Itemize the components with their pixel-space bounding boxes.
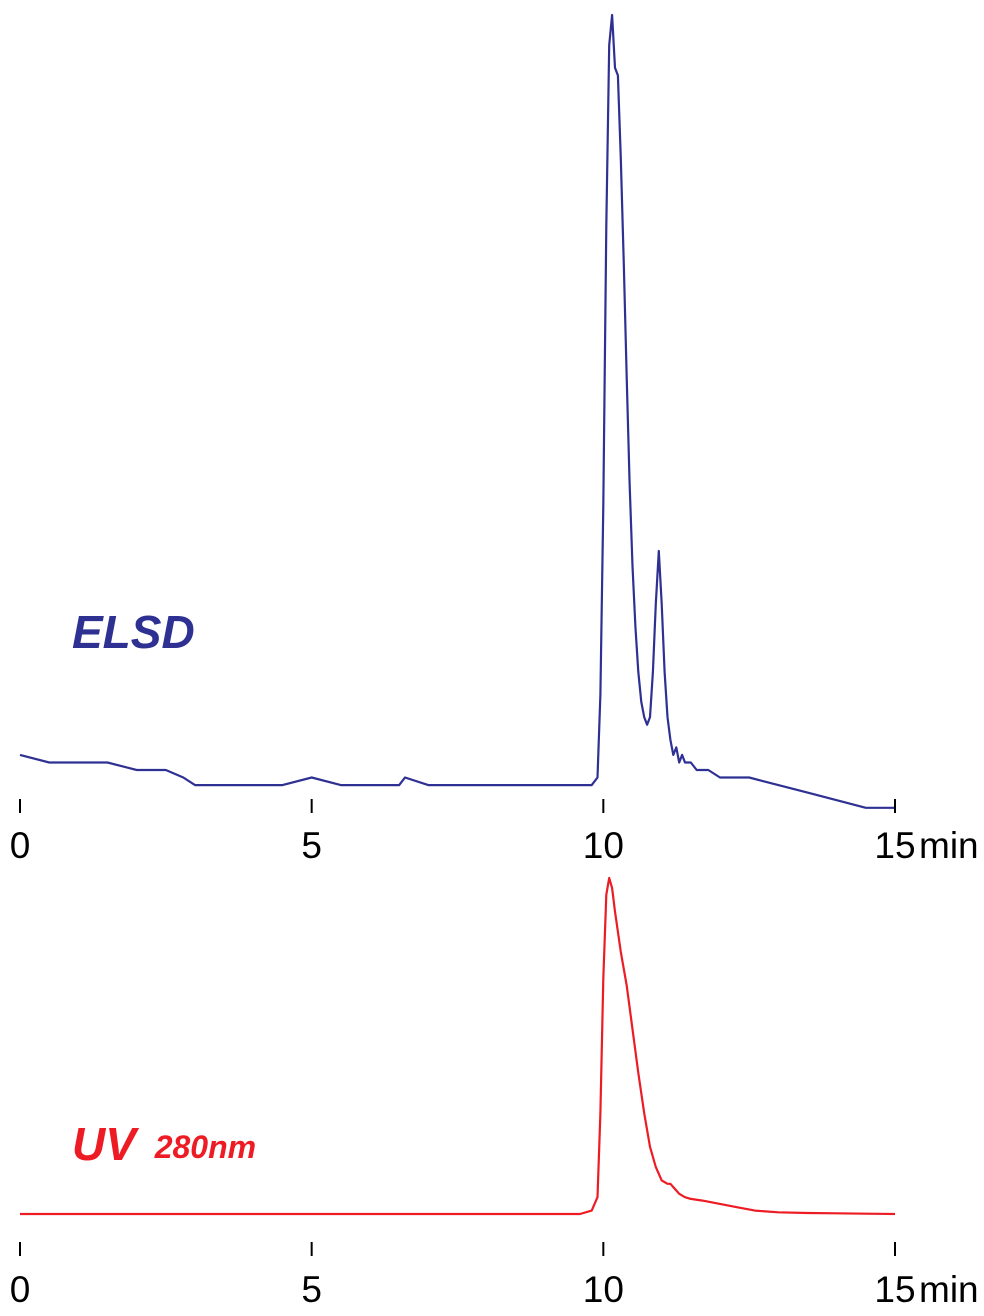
elsd-x-tick-label: 15 xyxy=(874,825,915,866)
uv-chromatogram-panel: 0 5 10 15 min xyxy=(10,876,979,1310)
uv-detector-name: UV xyxy=(72,1118,139,1170)
uv-x-tick-label: 10 xyxy=(583,1269,624,1310)
elsd-x-tick-label: 5 xyxy=(301,825,322,866)
uv-detector-label: UV 280nm xyxy=(72,1118,256,1170)
uv-trace-line xyxy=(20,876,896,1216)
uv-wavelength-label: 280nm xyxy=(154,1129,256,1165)
elsd-x-unit-label: min xyxy=(919,825,979,866)
elsd-trace-line xyxy=(19,13,895,809)
uv-x-tick-label: 0 xyxy=(10,1269,31,1310)
elsd-x-tick-label: 10 xyxy=(583,825,624,866)
uv-x-unit-label: min xyxy=(919,1269,979,1310)
elsd-chromatogram-panel: 0 5 10 15 min xyxy=(10,13,979,866)
uv-x-tick-label: 5 xyxy=(301,1269,322,1310)
uv-x-tick-label: 15 xyxy=(874,1269,915,1310)
elsd-detector-label: ELSD xyxy=(72,606,195,658)
elsd-x-tick-label: 0 xyxy=(10,825,31,866)
